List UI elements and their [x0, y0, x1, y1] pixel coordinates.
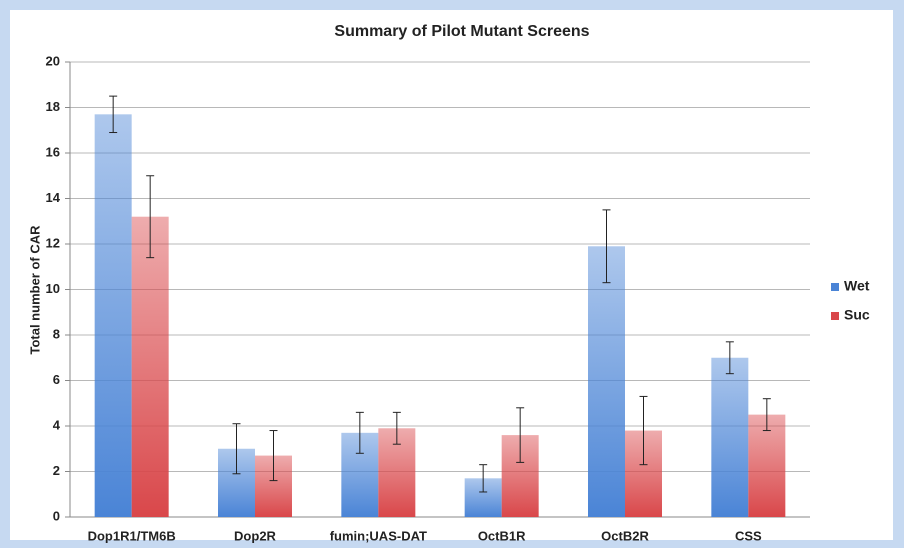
y-tick-label: 8	[53, 326, 60, 341]
bar	[131, 216, 169, 517]
x-tick-label: Dop1R1/TM6B	[88, 528, 176, 543]
x-tick-label: OctB1R	[478, 528, 526, 543]
legend-swatch	[831, 283, 839, 291]
error-bar	[392, 411, 401, 445]
bar	[588, 246, 625, 517]
y-tick-label: 4	[53, 417, 61, 432]
error-bar	[516, 407, 525, 463]
bar	[748, 414, 786, 517]
chart-title: Summary of Pilot Mutant Screens	[334, 23, 589, 40]
bar	[94, 114, 132, 517]
legend-label: Wet	[844, 278, 870, 294]
error-bar	[269, 430, 278, 482]
x-tick-label: CSS	[735, 528, 762, 543]
x-tick-label: fumin;UAS-DAT	[330, 528, 427, 543]
y-tick-label: 16	[46, 144, 60, 159]
legend-swatch	[831, 312, 839, 320]
y-tick-label: 0	[53, 508, 60, 523]
y-tick-label: 14	[46, 190, 61, 205]
error-bar	[109, 95, 118, 134]
error-bar	[479, 464, 488, 493]
legend-label: Suc	[844, 307, 870, 323]
x-tick-label: OctB2R	[601, 528, 649, 543]
y-tick-label: 20	[46, 53, 60, 68]
y-axis-label: Total number of CAR	[27, 225, 42, 355]
error-bar	[639, 395, 648, 466]
error-bar	[146, 175, 155, 259]
error-bar	[232, 423, 241, 475]
error-bar	[725, 341, 734, 375]
error-bar	[762, 398, 771, 432]
error-bar	[602, 209, 611, 284]
error-bar	[355, 411, 364, 454]
y-tick-label: 18	[46, 99, 60, 114]
bar	[711, 357, 749, 517]
y-tick-label: 12	[46, 235, 60, 250]
x-tick-label: Dop2R	[234, 528, 277, 543]
y-tick-label: 6	[53, 372, 60, 387]
y-tick-label: 10	[46, 281, 60, 296]
y-tick-label: 2	[53, 463, 60, 478]
